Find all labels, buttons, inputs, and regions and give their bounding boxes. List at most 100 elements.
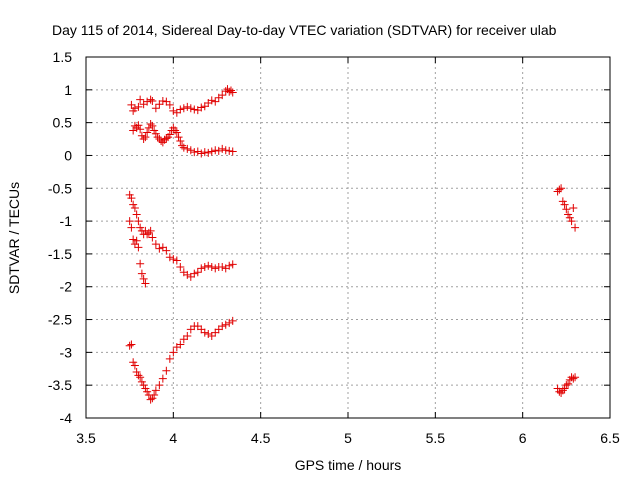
data-point	[134, 243, 143, 252]
data-point	[155, 135, 164, 144]
data-point	[197, 264, 206, 273]
data-point	[146, 226, 155, 235]
data-point	[127, 340, 136, 349]
data-point	[171, 126, 180, 135]
data-point	[158, 243, 167, 252]
data-point	[218, 322, 227, 331]
data-point	[558, 197, 567, 206]
data-point	[560, 200, 569, 209]
data-point	[553, 384, 562, 393]
y-tick-label: -1	[60, 213, 73, 229]
data-point	[571, 223, 580, 232]
data-point	[158, 96, 167, 105]
data-point	[155, 244, 164, 253]
data-point	[165, 354, 174, 363]
data-point	[178, 141, 187, 150]
data-point	[190, 148, 199, 157]
data-point	[569, 203, 578, 212]
data-point	[218, 263, 227, 272]
data-point	[125, 190, 134, 199]
data-point	[139, 274, 148, 283]
data-point	[225, 318, 234, 327]
data-point	[137, 131, 146, 140]
data-point	[200, 328, 209, 337]
data-point	[200, 148, 209, 157]
data-point	[179, 335, 188, 344]
data-point	[162, 246, 171, 255]
data-point	[564, 210, 573, 219]
data-point	[172, 108, 181, 117]
data-point	[211, 97, 220, 106]
x-tick-label: 5	[344, 430, 352, 446]
data-point	[136, 125, 145, 134]
data-point	[157, 137, 166, 146]
chart-title: Day 115 of 2014, Sidereal Day-to-day VTE…	[52, 22, 557, 38]
data-point	[153, 133, 162, 142]
data-point	[132, 368, 141, 377]
data-point	[179, 143, 188, 152]
axes: 3.5 4 4.5 5 5.5 6 6.5 -4 -3.5 -3 -2.5 -2 -1.5 -1 -0.5 0…	[48, 49, 620, 446]
series-track-lower	[125, 316, 237, 404]
data-point	[134, 217, 143, 226]
data-point	[562, 205, 571, 214]
data-point	[169, 348, 178, 357]
data-point	[130, 121, 139, 130]
y-axis-label: SDTVAR / TECUs	[6, 182, 22, 294]
data-point	[225, 87, 234, 96]
data-point	[183, 331, 192, 340]
data-point	[162, 366, 171, 375]
data-point	[221, 320, 230, 329]
data-point	[553, 187, 562, 196]
y-tick-label: -4	[60, 410, 73, 426]
data-point	[207, 96, 216, 105]
data-point	[158, 374, 167, 383]
data-point	[143, 128, 152, 137]
data-point	[139, 381, 148, 390]
x-tick-label: 3.5	[76, 430, 96, 446]
data-point	[197, 103, 206, 112]
data-point	[562, 381, 571, 390]
data-point	[169, 255, 178, 264]
data-point	[144, 123, 153, 132]
data-point	[127, 194, 136, 203]
data-point	[129, 235, 138, 244]
data-point	[560, 384, 569, 393]
data-point	[144, 228, 153, 237]
data-point	[555, 185, 564, 194]
y-tick-label: -0.5	[48, 180, 72, 196]
grid	[86, 57, 610, 418]
series-track-middle	[125, 190, 237, 281]
plot-frame	[85, 56, 611, 419]
data-point	[226, 86, 235, 95]
x-tick-label: 4	[169, 430, 177, 446]
data-point	[186, 104, 195, 113]
data-point	[225, 146, 234, 155]
data-point	[125, 217, 134, 226]
data-point	[143, 230, 152, 239]
data-point	[134, 102, 143, 111]
data-point	[165, 130, 174, 139]
data-point	[134, 371, 143, 380]
data-point	[193, 322, 202, 331]
series-track-late-upper	[553, 184, 580, 232]
x-tick-label: 6.5	[600, 430, 620, 446]
series-track-late-lower	[553, 373, 580, 398]
data-point	[130, 240, 139, 249]
data-point	[555, 387, 564, 396]
data-point	[228, 260, 237, 269]
data-point	[162, 134, 171, 143]
data-point	[186, 272, 195, 281]
y-tick-label: 0.5	[53, 115, 73, 131]
data-point	[176, 340, 185, 349]
data-point	[137, 377, 146, 386]
data-point	[148, 96, 157, 105]
y-tick-label: 0	[64, 147, 72, 163]
data-point	[129, 200, 138, 209]
data-point	[183, 144, 192, 153]
data-point	[179, 104, 188, 113]
data-point	[200, 102, 209, 111]
data-point	[146, 395, 155, 404]
data-point	[221, 87, 230, 96]
data-point	[218, 144, 227, 153]
